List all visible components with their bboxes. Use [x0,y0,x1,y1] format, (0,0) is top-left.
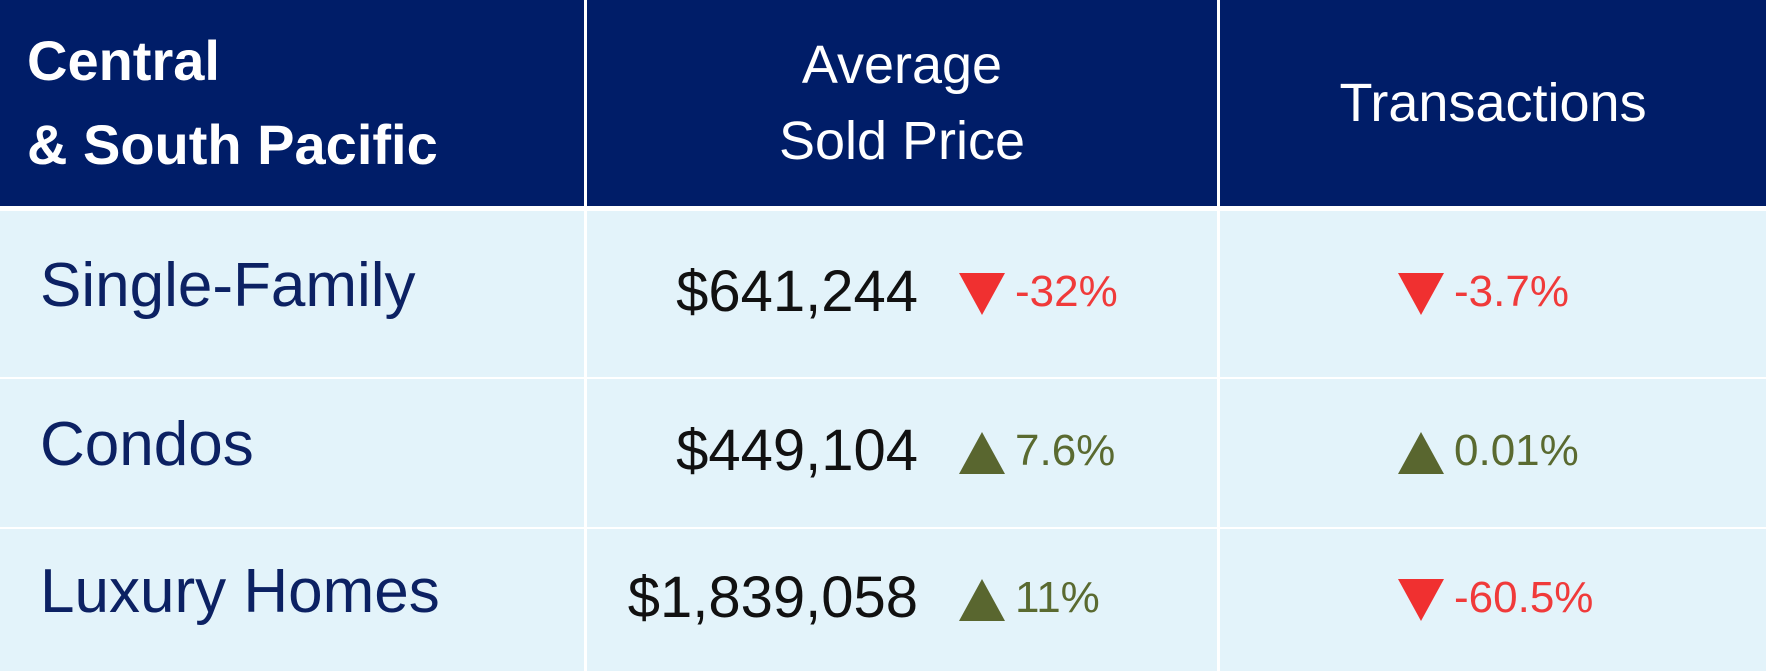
price-value: $641,244 [676,259,918,324]
price-value: $449,104 [676,418,918,483]
header-title-cell: Central & South Pacific [0,0,584,206]
label-cell [0,211,584,377]
row-label: Luxury Homes [40,557,440,626]
header-transactions-cell: Transactions [1220,0,1766,206]
transactions-cell [1220,379,1766,527]
transactions-cell [1220,211,1766,377]
price-change: 7.6% [1015,426,1116,475]
arrow-shape [1398,579,1444,621]
header-transactions-line: Transactions [1339,73,1647,133]
arrow-shape [959,579,1005,621]
transactions-cell [1220,529,1766,671]
label-cell [0,529,584,671]
header-price-cell: Average Sold Price [587,0,1217,206]
label-cell [0,379,584,527]
down-arrow [1398,579,1444,621]
price-change: 11% [1015,573,1100,622]
down-arrow [1398,273,1444,315]
arrow-shape [959,432,1005,474]
up-arrow [959,432,1005,474]
header-title-line: Central [27,29,220,92]
price-cell [587,211,1217,377]
arrow-shape [1398,432,1444,474]
header-price-line: Sold Price [778,111,1026,171]
up-arrow [1398,432,1444,474]
transactions-change: -60.5% [1454,573,1594,622]
row-label: Condos [40,410,254,479]
price-cell [587,379,1217,527]
price-value: $1,839,058 [627,565,918,630]
arrow-shape [959,273,1005,315]
price-cell [587,529,1217,671]
up-arrow [959,579,1005,621]
down-arrow [959,273,1005,315]
arrow-shape [1398,273,1444,315]
header-price-line: Average [801,35,1003,95]
transactions-change: 0.01% [1454,426,1579,475]
price-change: -32% [1015,267,1118,316]
row-label: Single-Family [40,251,416,320]
transactions-change: -3.7% [1454,267,1569,316]
header-title-line: & South Pacific [27,113,438,176]
